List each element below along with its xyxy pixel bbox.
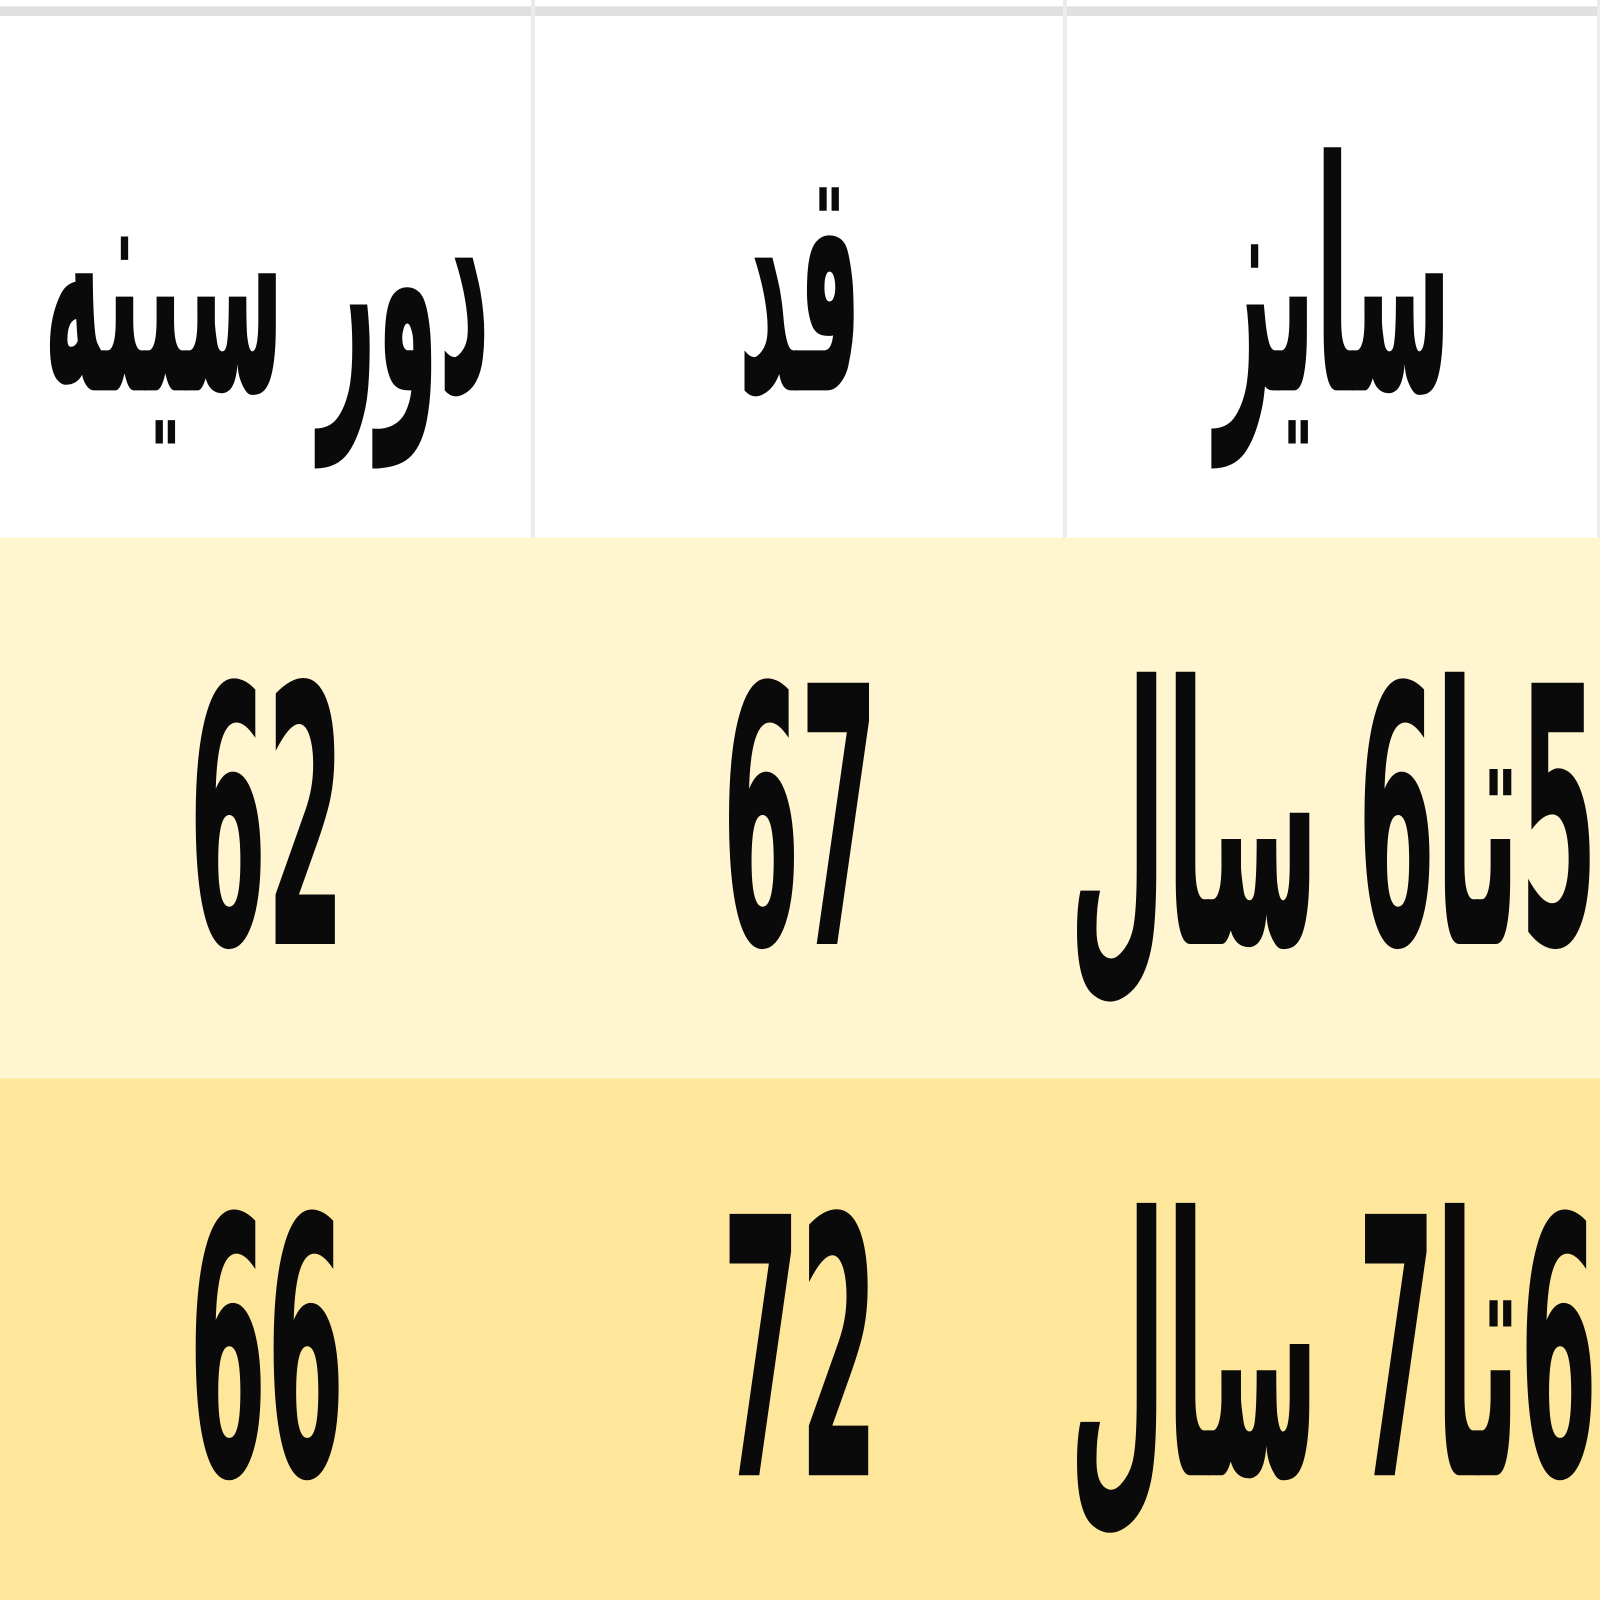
- cell-height-row1: 67: [722, 612, 878, 1029]
- column-divider: [531, 0, 535, 538]
- cell-size-row1: 5تا6 سال: [1069, 612, 1598, 1029]
- table-top-border: [0, 6, 1600, 17]
- column-divider: [1063, 0, 1067, 538]
- table-header-row: سایز قد دور سینه: [0, 0, 1600, 538]
- table-edge-border: [1597, 0, 1600, 538]
- header-cell-size: سایز: [1215, 92, 1452, 468]
- header-cell-height: قد: [738, 92, 862, 468]
- cell-size-row2: 6تا7 سال: [1069, 1144, 1598, 1560]
- cell-chest-row2: 66: [188, 1144, 345, 1560]
- header-cell-chest: دور سینه: [43, 92, 490, 468]
- cell-chest-row1: 62: [188, 612, 345, 1029]
- cell-height-row2: 72: [722, 1144, 878, 1560]
- table-row: 5تا6 سال 67 62: [0, 537, 1600, 1079]
- table-row: 6تا7 سال 72 66: [0, 1078, 1600, 1600]
